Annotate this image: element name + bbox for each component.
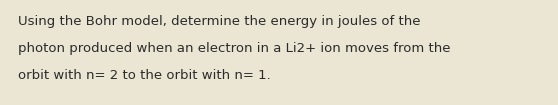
Text: photon produced when an electron in a Li2+ ion moves from the: photon produced when an electron in a Li… — [18, 42, 450, 55]
Text: orbit with n= 2 to the orbit with n= 1.: orbit with n= 2 to the orbit with n= 1. — [18, 69, 271, 82]
Text: Using the Bohr model, determine the energy in joules of the: Using the Bohr model, determine the ener… — [18, 15, 421, 28]
